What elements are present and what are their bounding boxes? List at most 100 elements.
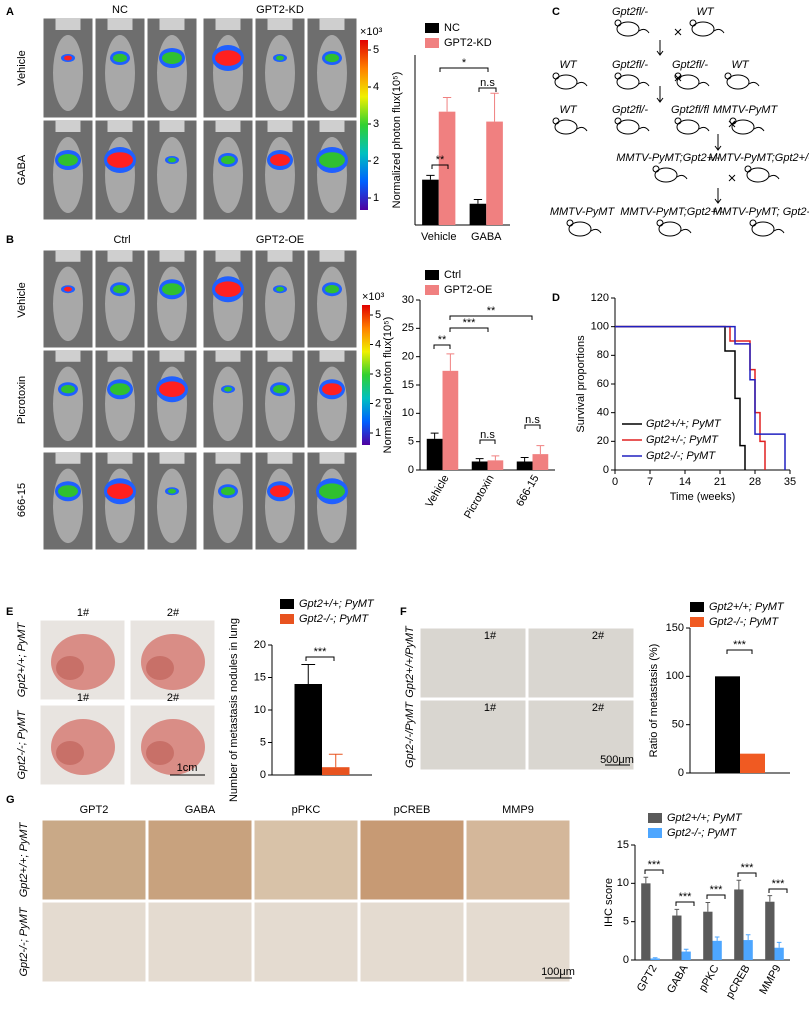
bar bbox=[442, 370, 459, 470]
mouse-body bbox=[53, 468, 83, 544]
y-tick-label: 60 bbox=[597, 378, 609, 390]
panel-label: B bbox=[6, 234, 14, 246]
bar bbox=[681, 951, 691, 960]
row-label: Gpt2-/-; PyMT bbox=[16, 709, 28, 779]
node-label: Gpt2fl/- bbox=[612, 59, 648, 71]
bracket bbox=[439, 67, 489, 72]
column-header: 1# bbox=[77, 692, 90, 704]
node-label: WT bbox=[731, 59, 749, 71]
signal bbox=[270, 485, 290, 498]
holder bbox=[107, 350, 133, 362]
y-axis-label: Ratio of metastasis (%) bbox=[648, 644, 660, 758]
image-tile bbox=[41, 819, 147, 901]
signal bbox=[221, 155, 235, 165]
panel-label: A bbox=[6, 6, 14, 18]
legend-swatch bbox=[425, 23, 439, 33]
y-tick-label: 15 bbox=[617, 839, 629, 851]
x-tick-label: GABA bbox=[471, 231, 502, 243]
signal bbox=[113, 285, 127, 294]
mouse-ear bbox=[729, 117, 737, 125]
legend-label: GPT2-OE bbox=[444, 284, 492, 296]
x-tick-label: 21 bbox=[714, 476, 726, 488]
signal bbox=[322, 383, 342, 396]
mouse-icon bbox=[751, 221, 775, 237]
significance: n.s bbox=[480, 77, 495, 89]
y-tick-label: 50 bbox=[672, 719, 684, 731]
mouse-icon bbox=[554, 74, 578, 90]
holder bbox=[267, 452, 293, 464]
column-header: 2# bbox=[167, 607, 180, 619]
bar bbox=[712, 940, 722, 960]
signal bbox=[162, 52, 182, 64]
bar bbox=[532, 454, 549, 470]
mouse-ear bbox=[566, 219, 574, 227]
survival-line bbox=[615, 325, 786, 470]
colorbar-unit: ×10³ bbox=[362, 291, 385, 303]
bar bbox=[469, 203, 487, 225]
signal bbox=[319, 483, 345, 500]
signal bbox=[64, 55, 72, 61]
colorbar bbox=[360, 40, 368, 210]
mouse-ear bbox=[689, 19, 697, 27]
signal bbox=[61, 385, 75, 394]
bracket bbox=[726, 649, 753, 654]
colorbar-tick-label: 4 bbox=[373, 81, 379, 93]
x-tick-label: Vehicle bbox=[423, 473, 451, 510]
y-tick-label: 10 bbox=[402, 407, 414, 419]
y-tick-label: 10 bbox=[617, 877, 629, 889]
error-bar bbox=[705, 902, 711, 912]
node-label: MMTV-PyMT;Gpt2+/- bbox=[708, 152, 809, 164]
holder bbox=[159, 18, 185, 30]
mouse-body bbox=[213, 137, 243, 213]
y-tick-label: 100 bbox=[666, 670, 684, 682]
image-tile bbox=[147, 819, 253, 901]
image-tile bbox=[419, 699, 527, 771]
holder bbox=[107, 452, 133, 464]
scale-label: 500μm bbox=[600, 754, 634, 766]
signal bbox=[168, 488, 176, 494]
panel-label: C bbox=[552, 6, 560, 18]
mouse-tail bbox=[638, 81, 650, 87]
holder bbox=[55, 120, 81, 132]
error-bar bbox=[520, 457, 529, 462]
mouse-body bbox=[53, 35, 83, 111]
bar bbox=[294, 684, 322, 775]
y-tick-label: 100 bbox=[591, 321, 609, 333]
holder bbox=[215, 18, 241, 30]
mouse-body bbox=[53, 266, 83, 342]
colorbar-tick-label: 3 bbox=[373, 118, 379, 130]
bracket bbox=[431, 164, 449, 169]
x-tick-label: GABA bbox=[665, 962, 691, 995]
signal bbox=[325, 285, 339, 294]
arrow-head bbox=[714, 198, 722, 204]
y-tick-label: 5 bbox=[623, 916, 629, 928]
image-tile bbox=[359, 819, 465, 901]
cross-mark bbox=[728, 120, 736, 128]
mouse-body bbox=[105, 266, 135, 342]
mouse-body bbox=[157, 35, 187, 111]
signal bbox=[58, 485, 78, 498]
mouse-body bbox=[157, 266, 187, 342]
mouse-tail bbox=[753, 126, 765, 132]
mouse-icon bbox=[676, 119, 700, 135]
significance: * bbox=[462, 57, 467, 69]
legend-label: Gpt2+/+; PyMT bbox=[299, 598, 375, 610]
y-tick-label: 20 bbox=[402, 351, 414, 363]
mouse-ear bbox=[552, 117, 560, 125]
error-bar bbox=[446, 353, 455, 371]
bracket bbox=[449, 315, 533, 320]
significance: ** bbox=[438, 334, 447, 346]
y-axis-label: Survival proportions bbox=[575, 335, 587, 433]
y-tick-label: 40 bbox=[597, 407, 609, 419]
holder bbox=[267, 18, 293, 30]
column-header: 2# bbox=[592, 702, 605, 714]
mouse-tail bbox=[676, 174, 688, 180]
node-label: MMTV-PyMT; Gpt2-/- bbox=[713, 206, 809, 218]
cross-mark bbox=[728, 174, 736, 182]
significance: *** bbox=[733, 639, 747, 651]
legend-label: Gpt2-/-; PyMT bbox=[646, 450, 716, 462]
mouse-icon bbox=[691, 21, 715, 37]
scale-label: 1cm bbox=[177, 762, 198, 774]
significance: *** bbox=[679, 891, 693, 903]
x-axis-label: Time (weeks) bbox=[670, 491, 736, 503]
